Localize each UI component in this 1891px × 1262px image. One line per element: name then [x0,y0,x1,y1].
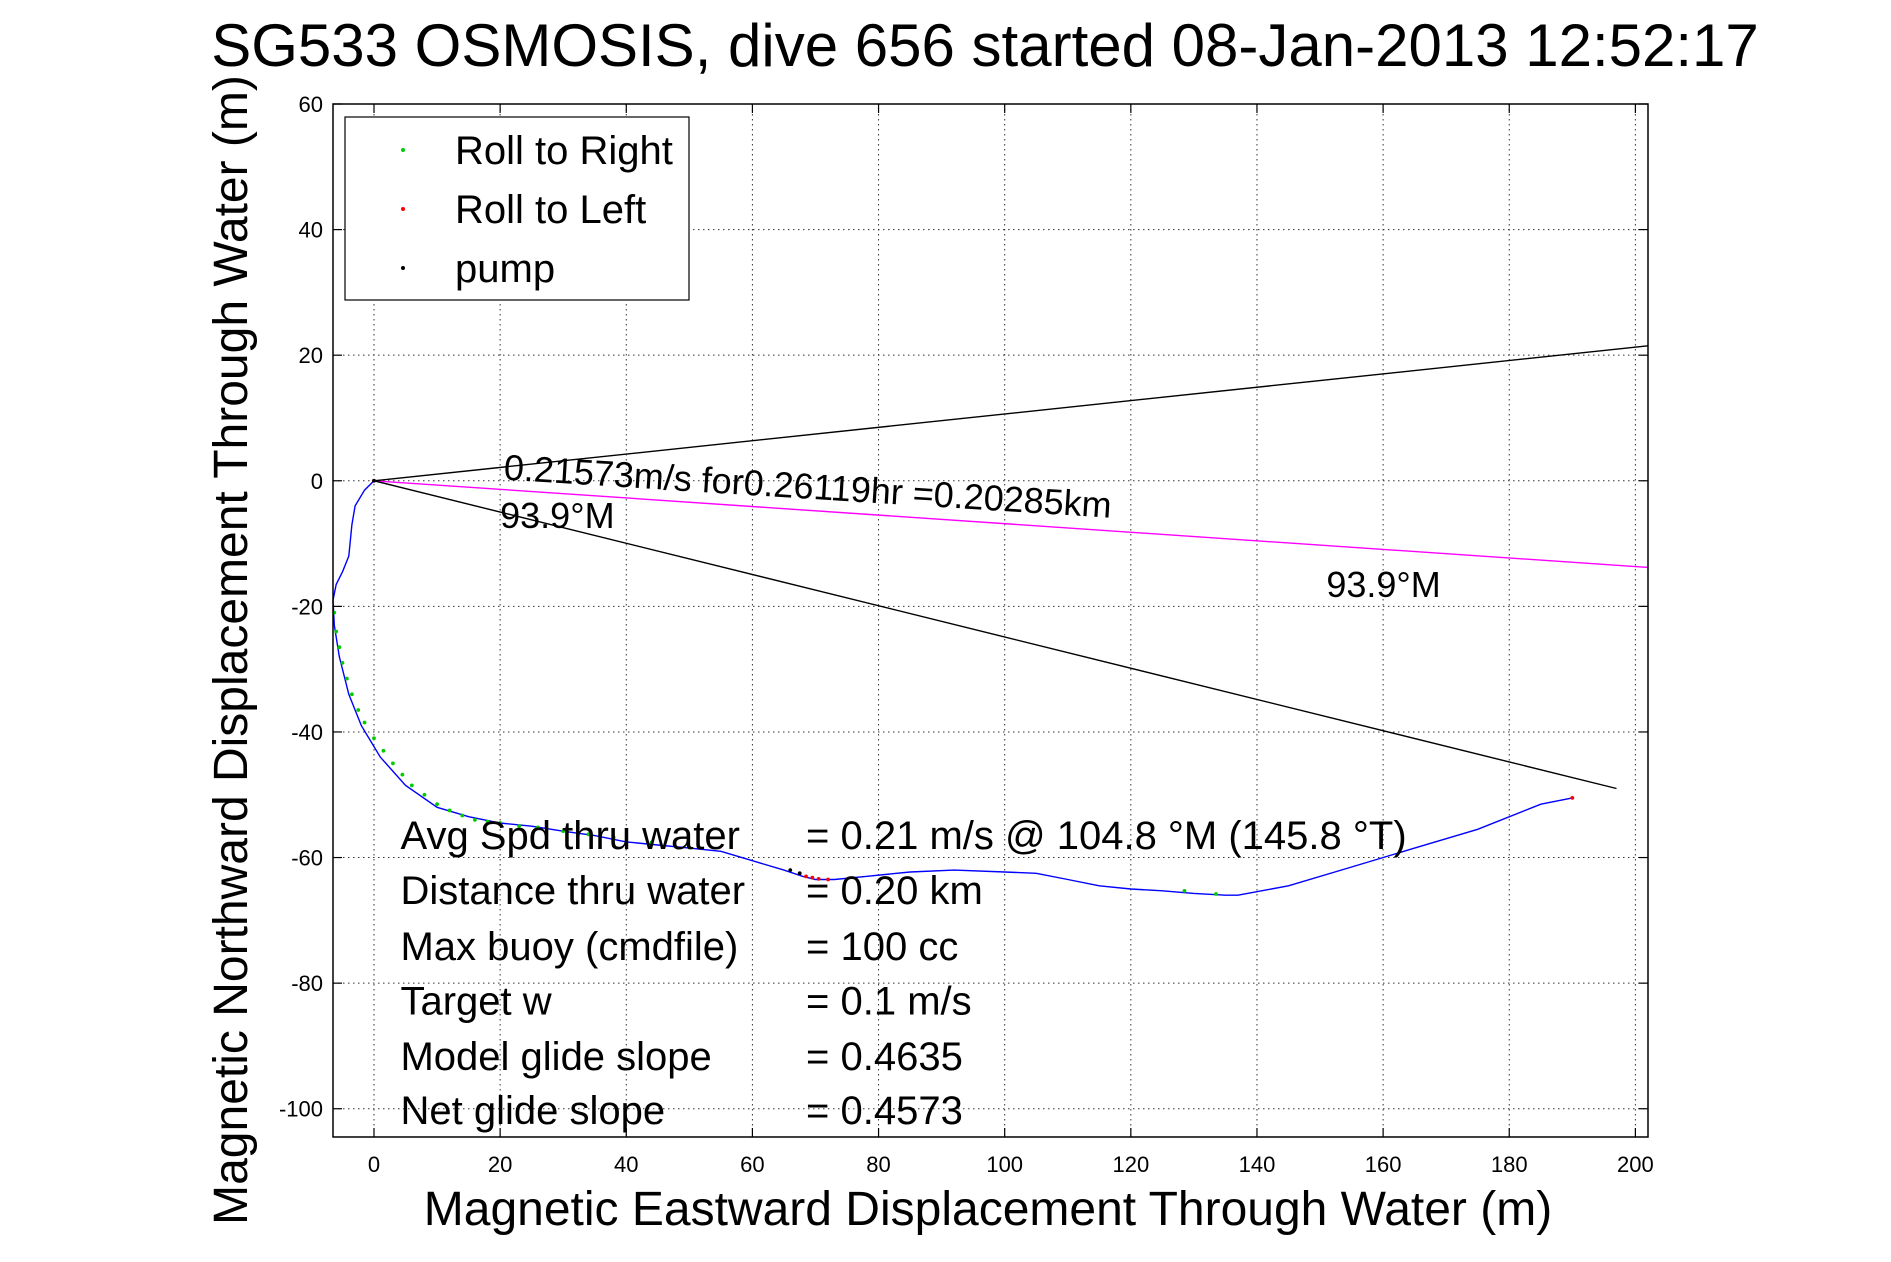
x-tick-label: 160 [1365,1152,1402,1177]
marker-pump [372,478,376,483]
marker-roll-to-right [334,629,339,634]
marker-pump [788,868,793,873]
legend-marker [401,266,405,270]
y-tick-label: 40 [299,218,323,243]
legend-marker [401,148,405,152]
marker-roll-to-right [340,660,345,665]
marker-roll-to-right [536,825,540,830]
legend-label: Roll to Right [455,129,673,173]
y-tick-label: -80 [291,971,323,996]
annotation-text: 93.9°M [500,495,614,536]
y-tick-label: -100 [279,1097,323,1122]
marker-roll-to-right [586,832,591,837]
legend-label: pump [455,247,555,291]
y-axis-label: Magnetic Northward Displacement Through … [205,75,258,1225]
marker-roll-to-right [391,761,395,766]
plot-frame [332,103,1649,1138]
marker-roll-to-right [611,835,616,840]
legend-marker [401,207,405,211]
marker-roll-to-right [498,821,503,825]
dive-stats: Avg Spd thru water = 0.21 m/s @ 104.8 °M … [400,814,1406,1133]
tick-labels: 0 20 40 60 80 100 120 140 160 180 2006040200-20-40… [279,92,1654,1177]
stat-label: Distance thru water [400,869,745,913]
marker-roll-to-right [1214,892,1218,896]
x-tick-label: 100 [986,1152,1023,1177]
marker-roll-to-right [485,819,490,824]
x-tick-label: 140 [1239,1152,1276,1177]
stat-label: Target w [400,980,551,1024]
y-tick-label: -60 [291,846,323,871]
marker-roll-to-right [1182,888,1187,893]
marker-roll-to-right [400,772,405,777]
x-tick-label: 120 [1112,1152,1149,1177]
y-tick-label: 0 [311,469,323,494]
x-tick-label: 40 [614,1152,638,1177]
x-tick-label: 0 [368,1152,380,1177]
chart-title: SG533 OSMOSIS, dive 656 started 08-Jan-2… [211,12,1759,79]
marker-roll-to-left [1570,795,1575,800]
marker-roll-to-right [381,748,386,753]
marker-roll-to-right [447,808,452,813]
marker-roll-to-right [337,645,342,650]
x-tick-label: 20 [488,1152,512,1177]
marker-roll-to-right [422,792,427,797]
marker-roll-to-left [810,875,815,880]
annotation-text: 93.9°M [1326,564,1440,605]
stat-value: = 100 cc [806,925,958,969]
marker-roll-to-right [561,829,566,834]
marker-roll-to-right [372,736,376,741]
data-markers [332,478,1575,896]
x-axis-label: Magnetic Eastward Displacement Through W… [424,1183,1552,1236]
stat-value: = 0.4635 [806,1035,963,1079]
marker-roll-to-right [460,813,465,818]
y-tick-label: -20 [291,594,323,619]
series-line-track [332,480,1573,896]
marker-roll-to-right [409,783,414,788]
series-line-current [373,480,1649,569]
series-line-heading-upper [373,345,1649,482]
marker-roll-to-right [344,676,349,681]
stat-value: = 0.1 m/s [806,980,972,1024]
marker-pump [797,871,802,876]
marker-roll-to-left [826,877,830,882]
legend-label: Roll to Left [455,188,646,232]
marker-roll-to-left [816,877,821,881]
marker-roll-to-right [517,824,521,829]
x-tick-label: 80 [866,1152,890,1177]
stat-value: = 0.4573 [806,1089,963,1133]
axes [332,103,1649,1138]
marker-roll-to-right [356,708,361,712]
y-tick-label: 60 [299,92,323,117]
marker-roll-to-right [649,840,654,845]
marker-roll-to-left [804,874,808,879]
y-tick-label: 20 [299,343,323,368]
marker-roll-to-right [473,817,477,822]
data-series [332,345,1649,896]
series-line-heading-lower [373,480,1617,790]
stat-label: Model glide slope [400,1035,711,1079]
stat-value: = 0.20 km [806,869,983,913]
x-tick-label: 180 [1491,1152,1528,1177]
marker-roll-to-right [362,720,367,725]
marker-roll-to-right [687,845,692,850]
y-tick-label: -40 [291,720,323,745]
x-tick-label: 60 [740,1152,764,1177]
stat-label: Avg Spd thru water [400,814,739,858]
marker-roll-to-right [350,692,354,697]
marker-roll-to-right [435,802,439,807]
x-tick-label: 200 [1617,1152,1654,1177]
legend: Roll to Right Roll to Left pump [344,116,690,301]
stat-value: = 0.21 m/s @ 104.8 °M (145.8 °T) [806,814,1407,858]
stat-label: Max buoy (cmdfile) [400,925,738,969]
stat-label: Net glide slope [400,1089,665,1133]
